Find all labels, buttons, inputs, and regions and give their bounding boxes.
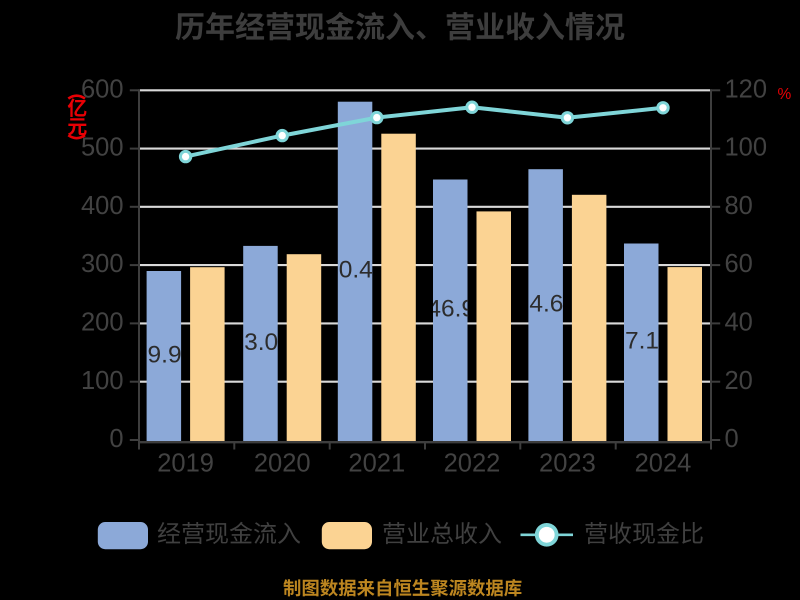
svg-text:333.0: 333.0	[217, 329, 278, 356]
svg-text:80: 80	[725, 192, 753, 220]
svg-text:2024: 2024	[635, 449, 692, 477]
svg-text:446.9: 446.9	[414, 296, 475, 323]
svg-text:%: %	[778, 86, 792, 103]
svg-text:2020: 2020	[254, 449, 311, 477]
svg-text:600: 600	[81, 75, 124, 103]
svg-text:2021: 2021	[348, 449, 405, 477]
svg-text:60: 60	[725, 250, 753, 278]
svg-text:0: 0	[725, 425, 739, 453]
svg-text:500: 500	[81, 134, 124, 162]
svg-text:289.9: 289.9	[120, 341, 181, 368]
svg-text:300: 300	[81, 250, 124, 278]
svg-text:100: 100	[81, 367, 124, 395]
svg-text:200: 200	[81, 309, 124, 337]
svg-text:40: 40	[725, 309, 753, 337]
svg-text:580.4: 580.4	[311, 257, 372, 284]
svg-text:464.6: 464.6	[502, 290, 563, 317]
svg-text:120: 120	[725, 75, 768, 103]
svg-text:2022: 2022	[444, 449, 501, 477]
svg-text:2019: 2019	[157, 449, 214, 477]
svg-text:2023: 2023	[539, 449, 596, 477]
svg-text:0: 0	[109, 425, 123, 453]
svg-text:20: 20	[725, 367, 753, 395]
svg-text:400: 400	[81, 192, 124, 220]
svg-text:100: 100	[725, 134, 768, 162]
svg-text:337.1: 337.1	[598, 328, 659, 355]
